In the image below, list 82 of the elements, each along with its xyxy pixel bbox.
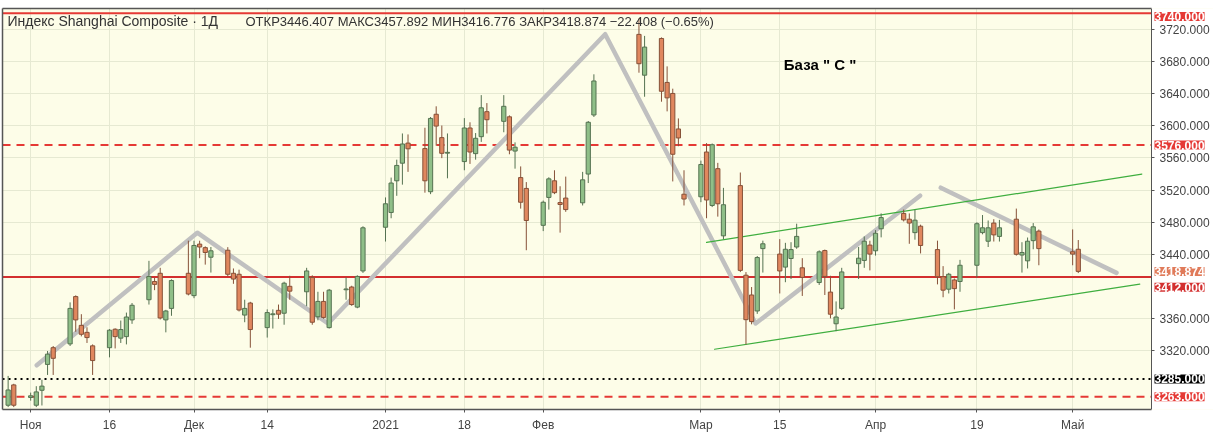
candlestick [681, 169, 687, 206]
candlestick [991, 218, 997, 243]
x-tick-label: 14 [260, 417, 275, 432]
candlestick [444, 132, 451, 179]
candlestick [794, 223, 800, 250]
y-tick-label: 3480.000 [1159, 215, 1210, 230]
candlestick [44, 350, 51, 376]
candlestick [951, 278, 957, 310]
x-tick-label: 19 [970, 417, 984, 432]
candlestick [540, 200, 546, 232]
x-tick-label: Апр [864, 417, 887, 432]
ref-line-label: 3740.000 [1154, 9, 1205, 24]
candlestick [5, 375, 11, 408]
x-tick-label: Мар [689, 417, 713, 432]
candlestick [185, 240, 191, 296]
candlestick [50, 345, 56, 376]
x-tick-label: Фев [532, 417, 555, 432]
candlestick [304, 267, 310, 307]
candlestick [484, 102, 490, 134]
text: 3418.874 [1154, 264, 1205, 279]
candlestick [799, 257, 805, 297]
candlestick [872, 229, 879, 257]
candlestick [957, 259, 963, 293]
x-tick-label: Дек [183, 417, 205, 432]
candlestick [208, 246, 214, 274]
y-tick-label: 3600.000 [1159, 119, 1210, 134]
candlestick [146, 260, 152, 306]
candlestick [39, 379, 45, 406]
candlestick [90, 343, 96, 376]
y-tick-label: 3680.000 [1159, 55, 1210, 70]
candlestick [1036, 228, 1042, 266]
candlestick [315, 291, 321, 321]
x-tick-label: 2021 [372, 417, 400, 432]
candlestick [580, 171, 586, 206]
candlestick [242, 299, 248, 323]
candlestick [867, 240, 873, 271]
ref-line-label: 3576.000 [1154, 138, 1205, 153]
candlestick [760, 240, 766, 274]
x-tick-label: 15 [773, 417, 787, 432]
chart-subtitle: ОТКР3446.407 МАКС3457.892 МИН3416.776 ЗАКР3418.874 −22.408 (−0.65%) [245, 13, 714, 29]
y-tick-label: 3720.000 [1159, 22, 1210, 37]
x-tick-label: 18 [457, 417, 472, 432]
line-series [34, 31, 923, 368]
x-tick-label: Май [1060, 417, 1085, 432]
ref-line-label: 3285.000 [1154, 372, 1205, 387]
candlestick [343, 276, 349, 301]
candlestick [112, 327, 118, 349]
candlestick [394, 159, 400, 197]
candlestick [546, 176, 552, 211]
candlestick [946, 272, 952, 294]
candlestick [399, 132, 406, 186]
y-tick-label: 3440.000 [1159, 247, 1210, 262]
candlestick [827, 275, 834, 319]
candlestick [287, 275, 293, 301]
y-tick-label: 3560.000 [1159, 151, 1210, 166]
candlestick [106, 328, 113, 358]
annotation: База " С " [783, 56, 857, 74]
x-tick-label: 16 [102, 417, 117, 432]
candlestick [73, 294, 79, 333]
candlestick [996, 219, 1003, 243]
candlestick [1030, 222, 1036, 250]
ref-line-label: 3263.000 [1154, 390, 1205, 405]
candlestick [833, 300, 839, 332]
y-tick-label: 3320.000 [1159, 344, 1210, 359]
candlestick [512, 141, 518, 170]
candlestick [405, 133, 411, 173]
candlestick [912, 209, 918, 241]
candlestick [777, 238, 783, 294]
candlestick [473, 132, 479, 161]
candlestick [501, 94, 507, 133]
candlestick [433, 105, 439, 147]
ref-line-label: 3412.000 [1154, 280, 1205, 295]
candlestick [878, 212, 884, 238]
candlestick [551, 169, 558, 195]
candlestick [439, 125, 445, 159]
chart-title: Индекс Shanghai Composite · 1Д [7, 12, 219, 29]
candlestick [320, 291, 327, 320]
y-tick-label: 3640.000 [1159, 87, 1210, 102]
y-tick-label: 3520.000 [1159, 183, 1210, 198]
y-tick-label: 3360.000 [1159, 312, 1210, 327]
candlestick [917, 224, 924, 254]
x-tick-label: Ноя [19, 417, 42, 432]
